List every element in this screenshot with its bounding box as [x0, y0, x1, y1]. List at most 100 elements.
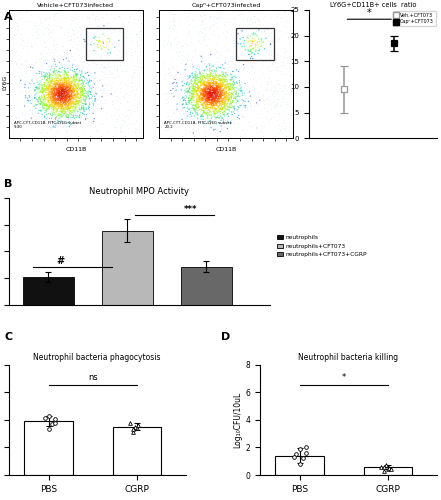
Point — [191, 112, 198, 120]
Point — [205, 96, 212, 104]
Point — [51, 96, 58, 104]
Point — [209, 90, 216, 98]
Point — [74, 96, 81, 104]
Point — [203, 100, 210, 108]
Point — [51, 92, 58, 100]
Point — [172, 76, 179, 84]
Point — [265, 48, 273, 56]
Point — [208, 96, 215, 104]
Point — [64, 85, 71, 93]
Point — [58, 88, 65, 96]
Point — [189, 84, 196, 92]
Point — [181, 86, 188, 94]
Point — [210, 82, 217, 90]
Point — [205, 90, 212, 98]
Point — [206, 94, 213, 102]
Point — [206, 85, 213, 93]
Point — [73, 84, 80, 92]
Point — [44, 100, 51, 108]
Point — [27, 119, 34, 127]
Point — [68, 90, 75, 98]
Point — [220, 110, 227, 118]
Point — [208, 98, 215, 106]
Point — [62, 67, 69, 75]
Point — [193, 72, 200, 80]
Point — [81, 77, 88, 85]
Point — [20, 124, 27, 132]
Point — [253, 124, 260, 132]
Point — [46, 14, 53, 22]
Point — [123, 82, 131, 90]
Point — [202, 84, 209, 92]
Point — [36, 100, 43, 108]
Point — [70, 112, 77, 120]
Point — [51, 20, 58, 28]
Point — [213, 92, 220, 100]
Point — [191, 82, 198, 90]
Point — [67, 96, 74, 104]
Point — [262, 84, 269, 92]
Point — [223, 66, 230, 74]
Point — [52, 88, 60, 96]
Point — [205, 104, 212, 112]
Point — [208, 101, 215, 109]
Point — [191, 98, 198, 106]
Point — [180, 100, 187, 108]
Point — [63, 128, 70, 136]
Point — [226, 94, 233, 102]
Point — [170, 16, 177, 24]
Point — [60, 86, 67, 94]
Point — [207, 85, 214, 93]
Point — [30, 40, 37, 48]
Point — [60, 85, 67, 93]
Point — [215, 92, 222, 100]
Point — [41, 78, 48, 86]
Point — [40, 91, 47, 99]
Point — [62, 92, 69, 100]
Point — [213, 88, 220, 96]
Point — [202, 98, 209, 106]
Point — [198, 96, 205, 104]
Point — [280, 48, 288, 56]
Point — [208, 99, 215, 107]
Point — [214, 88, 221, 96]
Point — [221, 94, 228, 102]
Point — [228, 80, 235, 88]
Point — [43, 102, 50, 110]
Point — [235, 102, 242, 110]
Point — [212, 90, 219, 98]
Point — [168, 96, 175, 104]
Point — [204, 104, 211, 112]
Point — [197, 70, 204, 78]
Point — [203, 128, 210, 136]
Point — [205, 79, 212, 87]
Bar — [112, 426, 161, 475]
Point — [168, 11, 175, 19]
Point — [249, 70, 256, 78]
Point — [271, 108, 278, 116]
Point — [219, 72, 226, 80]
Point — [192, 102, 199, 110]
Point — [53, 76, 60, 84]
Point — [241, 63, 248, 71]
Point — [96, 92, 103, 100]
Point — [64, 84, 71, 92]
Point — [55, 98, 62, 106]
Point — [38, 28, 45, 36]
Point — [255, 17, 262, 25]
Point — [186, 80, 193, 88]
Point — [87, 38, 94, 46]
Point — [209, 86, 216, 94]
Point — [55, 84, 62, 92]
Point — [62, 80, 69, 88]
Point — [61, 91, 68, 99]
Legend: neutrophils, neutrophils+CFT073, neutrophils+CFT073+CGRP: neutrophils, neutrophils+CFT073, neutrop… — [275, 233, 369, 259]
Point — [250, 68, 258, 76]
Point — [199, 94, 206, 102]
Point — [199, 94, 206, 102]
Point — [201, 109, 208, 117]
Point — [242, 35, 249, 43]
Point — [220, 100, 228, 108]
Point — [103, 44, 110, 52]
Point — [236, 102, 243, 110]
